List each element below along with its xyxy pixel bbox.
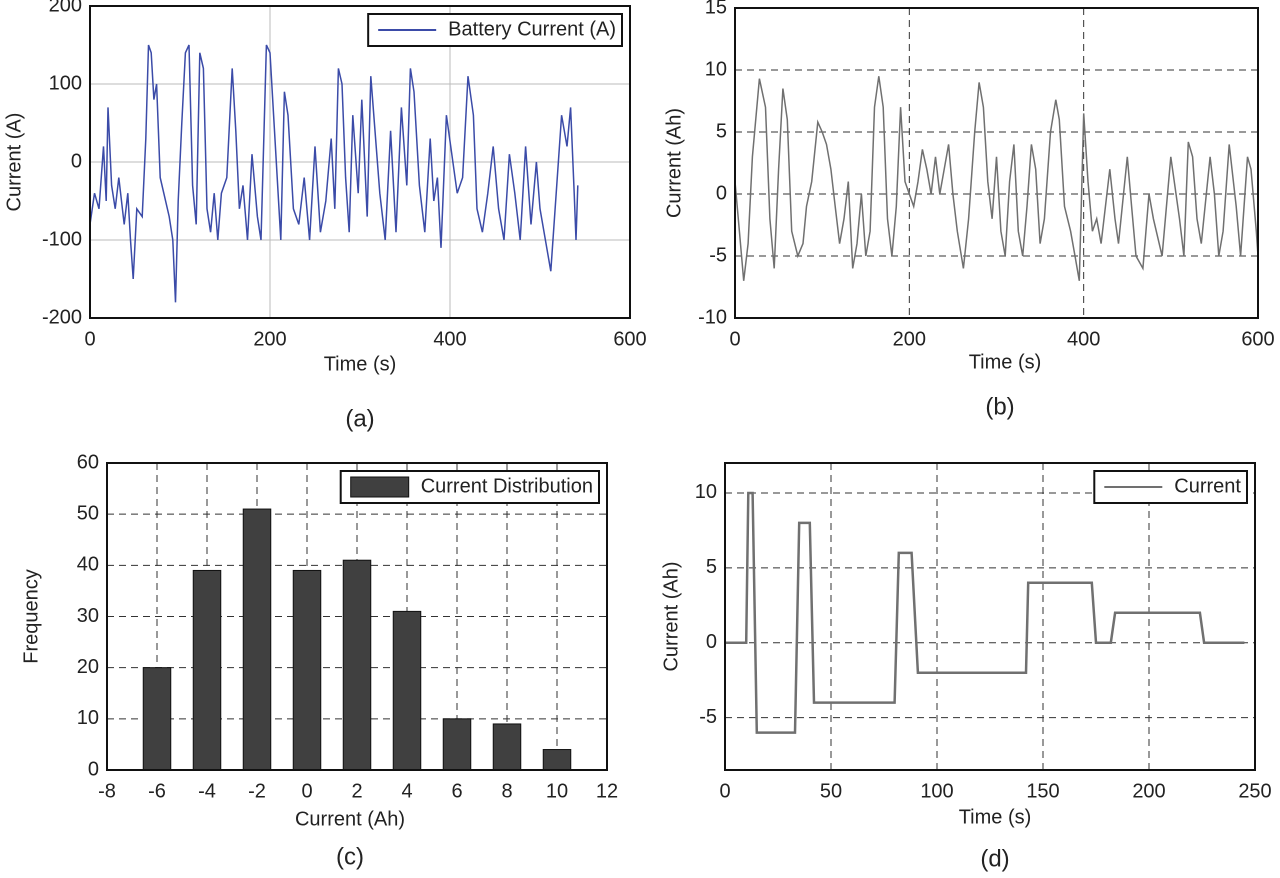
bar [242,508,272,771]
y-tick-label: 10 [77,707,99,729]
y-tick-label: 10 [705,58,727,80]
y-tick-label: 10 [695,481,717,503]
y-tick-label: -100 [42,228,82,250]
x-tick-label: 200 [1132,780,1165,802]
x-tick-label: -2 [248,780,266,802]
x-tick-label: 50 [820,780,842,802]
plot-frame [89,5,631,319]
y-tick-label: 0 [716,182,727,204]
x-tick-label: 4 [401,780,412,802]
y-tick-label: 5 [716,120,727,142]
y-tick-label: 100 [49,72,82,94]
plot-background [725,463,1255,770]
x-tick-label: 600 [1241,328,1274,350]
x-tick-label: 10 [546,780,568,802]
y-tick-label: 5 [706,556,717,578]
x-tick-label: 600 [613,328,646,350]
plot-frame [724,462,1256,771]
data-line [734,76,1259,281]
x-tick-label: 6 [451,780,462,802]
x-tick-label: -8 [98,780,116,802]
x-tick-label: 150 [1026,780,1059,802]
y-tick-label: 20 [77,656,99,678]
legend-label: Current [1174,475,1241,497]
x-tick-label: 200 [253,328,286,350]
y-axis-label: Current (A) [3,113,25,212]
x-tick-label: 12 [596,780,618,802]
caption: (b) [985,393,1014,420]
x-tick-label: 250 [1238,780,1271,802]
caption: (a) [345,405,374,432]
bar [142,667,172,771]
x-tick-label: -6 [148,780,166,802]
bar [342,559,372,771]
y-tick-label: -5 [699,706,717,728]
x-tick-label: 2 [351,780,362,802]
y-tick-label: 0 [71,150,82,172]
bar [292,569,322,771]
x-tick-label: 0 [301,780,312,802]
data-line [89,44,579,303]
x-tick-label: 0 [729,328,740,350]
y-tick-label: -200 [42,306,82,328]
data-line [725,491,1245,734]
legend-label: Battery Current (A) [448,18,616,40]
y-tick-label: -5 [709,244,727,266]
y-tick-label: 0 [706,631,717,653]
x-tick-label: 8 [501,780,512,802]
y-axis-label: Frequency [20,569,42,664]
legend-swatch [350,476,410,498]
x-axis-label: Time (s) [969,351,1042,373]
y-tick-label: 0 [88,758,99,780]
x-tick-label: 0 [84,328,95,350]
plot-frame [106,462,608,771]
caption: (d) [980,845,1009,872]
y-tick-label: 15 [705,0,727,18]
y-tick-label: 40 [77,554,99,576]
x-tick-label: 200 [893,328,926,350]
x-axis-label: Time (s) [324,353,397,375]
bar [192,569,222,771]
legend-label: Current Distribution [421,475,593,497]
bar [442,718,472,771]
y-axis-label: Current (Ah) [663,108,685,218]
y-tick-label: 30 [77,605,99,627]
bar [542,749,572,771]
y-tick-label: 60 [77,451,99,473]
x-axis-label: Current (Ah) [295,808,405,830]
y-tick-label: -10 [698,306,727,328]
plot-frame [734,7,1259,319]
y-tick-label: 200 [49,0,82,16]
x-tick-label: -4 [198,780,216,802]
y-tick-label: 50 [77,502,99,524]
x-tick-label: 100 [920,780,953,802]
x-tick-label: 400 [1067,328,1100,350]
bar [392,610,422,771]
y-axis-label: Current (Ah) [660,561,682,671]
bar [492,723,522,771]
x-tick-label: 400 [433,328,466,350]
x-tick-label: 0 [719,780,730,802]
caption: (c) [336,843,364,870]
x-axis-label: Time (s) [959,806,1032,828]
